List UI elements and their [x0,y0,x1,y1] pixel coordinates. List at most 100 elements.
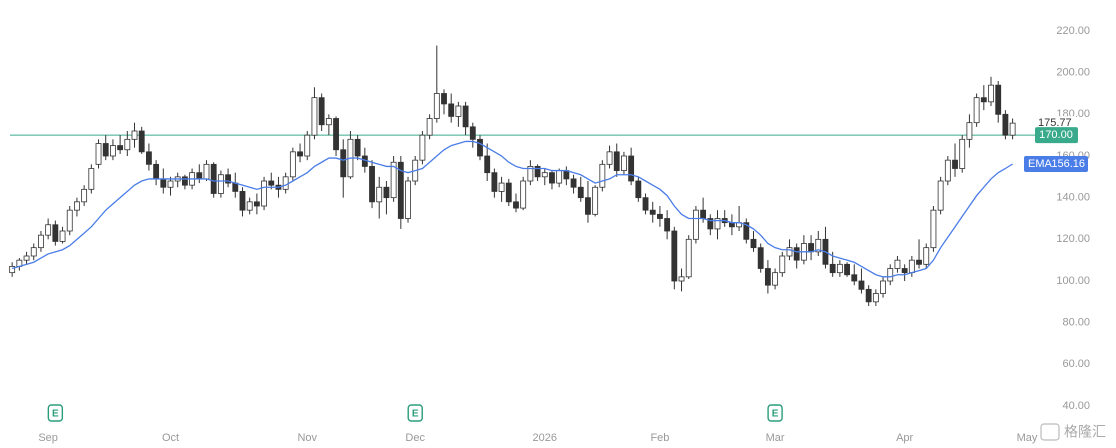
candle-body [685,238,692,278]
candle-body [743,222,750,240]
candle-body [880,280,886,294]
candle-body [1009,122,1016,136]
candle-body [74,201,80,211]
candle-body [851,274,858,282]
candle-body [599,163,606,188]
candle-body [376,186,383,203]
candle-body [908,259,915,274]
y-tick-label: 60.00 [1062,358,1090,370]
watermark-icon [1040,423,1060,441]
x-tick-label: Feb [650,432,669,444]
candle-body [268,180,275,186]
candle-body [419,134,426,161]
candle-body [973,97,980,124]
candle-body [52,224,59,242]
candle-body [793,247,800,261]
candle-body [872,293,879,303]
candle-body [318,97,325,126]
candle-body [757,247,764,269]
x-tick-label: Mar [766,432,785,444]
y-tick-label: 120.00 [1056,233,1090,245]
candle-body [966,122,973,140]
candle-body [405,180,411,219]
candle-body [1002,113,1009,136]
candle-body [901,268,908,274]
candle-body [563,170,570,180]
x-tick-label: 2026 [533,432,557,444]
candle-body [815,238,822,253]
event-marker [47,404,64,422]
candle-body [606,151,613,165]
candle-body [441,93,447,105]
event-label: E [772,409,779,420]
candle-body [23,255,30,261]
x-tick-label: Apr [896,432,913,444]
candle-body [865,288,872,303]
candle-body [772,272,779,286]
candle-body [354,138,361,157]
last-price-bg [1036,116,1076,131]
candle-body [333,118,339,151]
candle-body [671,230,678,282]
candle-body [952,159,958,169]
candle-body [203,163,210,180]
candle-body [433,93,440,119]
candle-body [484,155,491,174]
watermark: 格隆汇 [1064,424,1106,440]
candle-body [577,186,584,199]
candle-body [311,97,318,136]
candle-body [779,255,786,274]
y-tick-label: 200.00 [1056,67,1090,79]
candle-body [232,182,239,192]
candle-body [340,149,347,178]
candle-body [534,166,541,178]
candle-body [160,178,167,188]
ema-line [11,140,1013,278]
price-line-tag [1035,127,1078,144]
candle-body [217,174,224,194]
ema-tag [1024,156,1088,172]
candle-body [110,145,116,157]
candle-body [153,163,160,180]
candle-body [81,188,88,203]
candle-body [88,168,95,190]
candle-body [66,209,73,232]
candle-body [829,263,836,274]
candle-body [325,118,332,126]
ema-tag-value: 156.16 [1051,158,1085,170]
y-tick-label: 40.00 [1062,400,1090,412]
candle-body [980,97,987,103]
candle-body [181,176,188,186]
candle-body [289,151,296,178]
candle-body [138,130,145,153]
candle-body [253,201,260,207]
candle-body [541,172,548,178]
candle-body [261,180,267,207]
candle-body [145,151,152,165]
candle-body [916,259,922,265]
candle-body [45,224,52,236]
candle-body [937,180,944,211]
x-tick-label: Sep [38,432,58,444]
candle-body [678,276,685,282]
candle-body [246,201,253,211]
x-tick-label: May [1017,432,1038,444]
candle-body [657,213,663,219]
last-price-label: 175.77 [1038,117,1072,129]
candle-body [649,209,656,215]
candle-body [304,134,311,157]
candle-body [30,247,37,257]
candle-body [426,118,433,136]
candle-body [570,178,577,188]
candle-body [714,218,721,230]
candle-body [836,263,843,274]
candle-body [750,238,757,249]
candle-body [210,163,217,194]
candle-body [585,197,591,215]
candle-body [844,263,850,276]
price-line-label: 170.00 [1039,129,1073,141]
candle-body [527,166,534,182]
candle-body [448,103,455,117]
candle-body [397,161,404,219]
